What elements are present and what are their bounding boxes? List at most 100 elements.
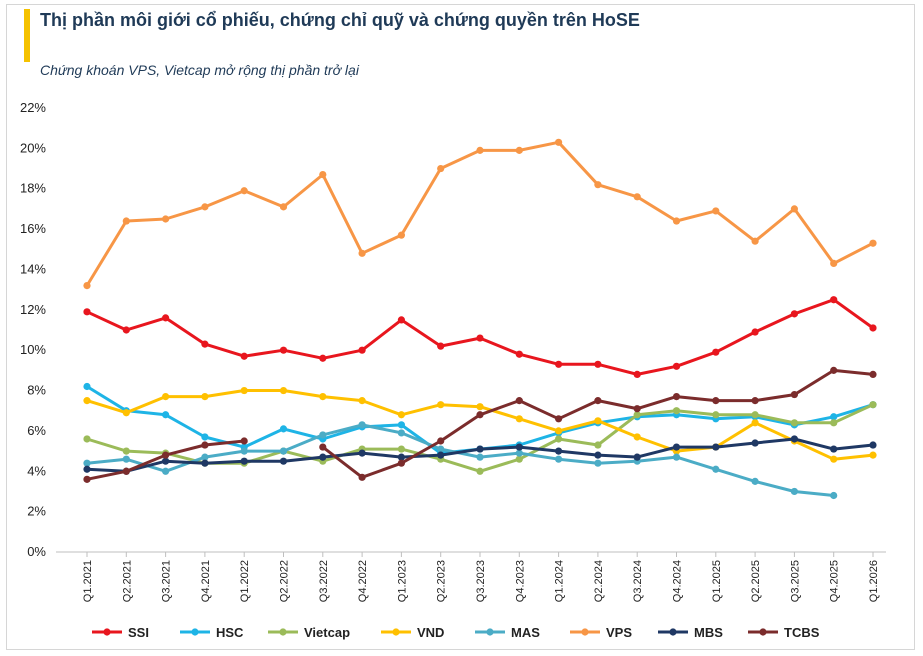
legend-item-vietcap: Vietcap (268, 625, 350, 640)
data-point-mbs (712, 443, 720, 451)
data-point-mbs (594, 451, 602, 459)
series-line-vps (85, 140, 874, 287)
chart-axes: 0% 2% 4% 6% 8% 10% 12% 14% 16% 18% 20% 22% Q1.2021 Q2… (20, 100, 886, 602)
data-point-mas (751, 477, 759, 485)
legend-item-vnd: VND (381, 625, 444, 640)
legend-item-mbs: MBS (658, 625, 723, 640)
data-point-tcbs (830, 366, 838, 374)
data-point-mas (594, 459, 602, 467)
legend-item-hsc: HSC (180, 625, 244, 640)
chart-legend: SSI HSC Vietcap VND MAS VPS MBS TCBS (92, 625, 820, 640)
data-point-mas (437, 445, 445, 453)
data-point-mas (515, 449, 523, 457)
data-point-mas (555, 455, 563, 463)
data-point-mas (201, 453, 209, 461)
y-tick-label: 0% (27, 544, 46, 559)
y-tick-label: 18% (20, 181, 46, 196)
data-point-mbs (437, 451, 445, 459)
y-tick-label: 10% (20, 342, 46, 357)
data-point-vietcap (122, 447, 130, 455)
x-tick-label: Q2.2022 (279, 560, 291, 602)
data-point-tcbs (869, 370, 877, 378)
data-point-tcbs (555, 415, 563, 423)
data-point-tcbs (712, 397, 720, 405)
data-point-mbs (397, 453, 405, 461)
data-point-tcbs (162, 451, 170, 459)
data-point-ssi (672, 362, 681, 370)
data-point-vietcap (830, 419, 838, 427)
data-point-vps (162, 215, 170, 223)
x-tick-label: Q2.2023 (436, 560, 448, 602)
data-point-vnd (122, 409, 130, 417)
data-point-mbs (240, 457, 248, 465)
data-point-tcbs (751, 397, 759, 405)
data-point-mas (830, 491, 838, 500)
data-point-mas (319, 431, 327, 439)
legend-label: HSC (216, 625, 244, 640)
data-point-mbs (201, 459, 209, 467)
data-point-vnd (397, 411, 405, 419)
data-point-mas (279, 447, 288, 455)
data-point-vietcap (712, 411, 720, 419)
series-tcbs (83, 366, 877, 483)
data-point-vps (633, 193, 641, 201)
data-point-vps (672, 217, 681, 225)
data-point-ssi (515, 350, 523, 358)
chart-subtitle: Chứng khoán VPS, Vietcap mở rộng thị phầ… (40, 62, 359, 78)
series-vnd (83, 386, 877, 463)
data-point-vnd (633, 433, 641, 441)
data-point-hsc (279, 425, 288, 433)
data-point-hsc (162, 411, 170, 419)
x-tick-label: Q4.2025 (829, 560, 841, 602)
data-point-ssi (319, 354, 327, 362)
legend-item-mas: MAS (475, 625, 540, 640)
legend-swatch-marker (191, 628, 199, 636)
y-tick-label: 22% (20, 100, 46, 115)
data-point-ssi (476, 334, 484, 342)
data-point-vps (319, 171, 327, 179)
legend-label: Vietcap (304, 625, 350, 640)
data-point-vietcap (476, 467, 484, 475)
data-point-ssi (279, 346, 288, 354)
data-point-mbs (751, 439, 759, 447)
data-point-ssi (358, 346, 366, 354)
data-point-ssi (633, 370, 641, 378)
data-point-hsc (830, 413, 838, 421)
data-point-mbs (869, 441, 877, 449)
data-point-mbs (358, 449, 366, 457)
data-point-mas (397, 429, 405, 437)
x-tick-label: Q1.2025 (711, 560, 723, 602)
series-mbs (83, 435, 877, 475)
series-line-mas (86, 423, 834, 497)
data-point-ssi (162, 314, 170, 322)
data-point-tcbs (319, 443, 327, 451)
data-point-vps (555, 138, 563, 146)
data-point-ssi (397, 316, 405, 324)
y-tick-label: 8% (27, 383, 46, 398)
y-tick-label: 20% (20, 140, 46, 155)
data-point-mas (122, 455, 130, 463)
x-tick-label: Q4.2021 (200, 560, 212, 602)
legend-label: MBS (694, 625, 723, 640)
data-point-ssi (751, 328, 759, 336)
chart-frame (6, 4, 915, 650)
legend-label: TCBS (784, 625, 820, 640)
data-point-hsc (201, 433, 209, 441)
data-point-vnd (751, 419, 759, 427)
title-accent-bar (24, 9, 30, 62)
data-point-hsc (397, 421, 405, 429)
data-point-vps (830, 259, 838, 267)
data-point-ssi (83, 308, 91, 316)
data-point-tcbs (594, 397, 602, 405)
data-point-vps (83, 282, 91, 290)
data-point-mas (358, 421, 366, 429)
legend-item-tcbs: TCBS (748, 625, 820, 640)
data-point-ssi (790, 310, 799, 318)
legend-swatch-marker (486, 628, 494, 636)
y-tick-label: 4% (27, 463, 46, 478)
data-point-tcbs (201, 441, 209, 449)
legend-swatch-marker (392, 628, 400, 636)
data-point-mbs (515, 443, 523, 451)
data-point-vps (240, 187, 248, 195)
